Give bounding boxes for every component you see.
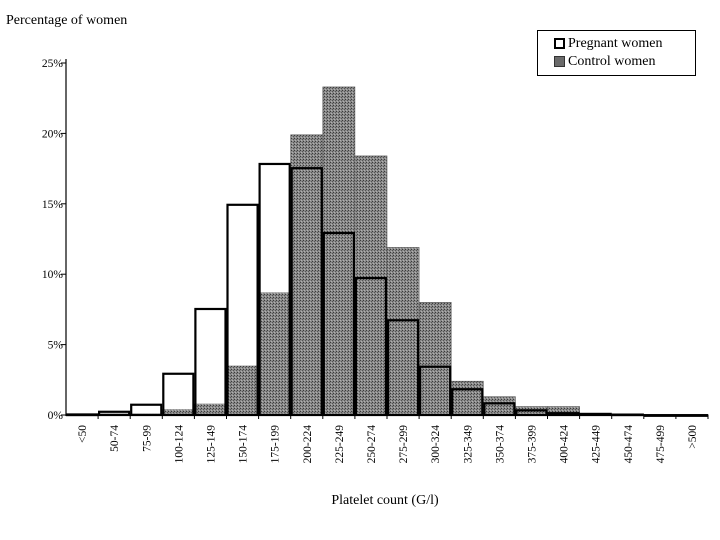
- bar-control-4: [194, 403, 227, 416]
- x-tick-label-17: 450-474: [623, 425, 635, 464]
- x-tick-label-5: 150-174: [238, 425, 250, 464]
- y-tick-label-3: 15%: [42, 199, 64, 211]
- legend-swatch-control: [554, 56, 565, 67]
- bar-control-10: [386, 247, 420, 416]
- x-tick-label-6: 175-199: [270, 425, 282, 464]
- legend: Pregnant women Control women: [537, 30, 696, 76]
- legend-label-pregnant: Pregnant women: [568, 36, 663, 51]
- x-tick-label-0: <50: [77, 425, 89, 443]
- x-tick-label-10: 275-299: [398, 425, 410, 464]
- x-tick-label-11: 300-324: [430, 425, 442, 464]
- y-tick-label-2: 10%: [42, 269, 64, 281]
- bar-control-9: [354, 155, 388, 416]
- x-tick-label-3: 100-124: [173, 425, 185, 464]
- legend-item-pregnant: Pregnant women: [554, 35, 663, 53]
- y-tick-label-0: 0%: [48, 410, 64, 422]
- x-tick-label-12: 325-349: [462, 425, 474, 464]
- x-tick-label-1: 50-74: [109, 425, 121, 452]
- x-tick-label-15: 400-424: [559, 425, 571, 464]
- bar-control-13: [482, 396, 516, 416]
- x-axis-title: Platelet count (G/l): [331, 493, 439, 508]
- x-tick-label-13: 350-374: [494, 425, 506, 464]
- y-tick-label-4: 20%: [42, 128, 64, 140]
- x-tick-label-2: 75-99: [141, 425, 153, 452]
- x-tick-label-18: 475-499: [655, 425, 667, 464]
- y-tick-label-1: 5%: [48, 340, 64, 352]
- bar-pregnant-fill-6: [258, 162, 291, 293]
- x-tick-label-7: 200-224: [302, 425, 314, 464]
- bar-pregnant-fill-5: [226, 203, 259, 366]
- legend-swatch-pregnant: [554, 38, 565, 49]
- bar-control-6: [258, 292, 292, 416]
- legend-label-control: Control women: [568, 54, 656, 69]
- bar-pregnant-fill-4: [194, 307, 227, 404]
- y-axis-title: Percentage of women: [6, 13, 128, 28]
- bar-control-11: [418, 302, 452, 416]
- x-tick-label-4: 125-149: [205, 425, 217, 464]
- x-tick-label-9: 250-274: [366, 425, 378, 464]
- x-tick-label-16: 425-449: [591, 425, 603, 464]
- bar-control-5: [226, 365, 259, 416]
- bar-control-8: [322, 86, 356, 416]
- legend-item-control: Control women: [554, 53, 656, 71]
- bar-pregnant-fill-3: [162, 372, 195, 410]
- bar-control-12: [450, 380, 484, 416]
- bar-control-7: [290, 134, 324, 416]
- x-tick-label-19: >500: [687, 425, 699, 449]
- y-tick-label-5: 25%: [42, 58, 64, 70]
- x-tick-label-14: 375-399: [526, 425, 538, 464]
- bar-pregnant-fill-2: [130, 403, 163, 414]
- x-tick-label-8: 225-249: [334, 425, 346, 464]
